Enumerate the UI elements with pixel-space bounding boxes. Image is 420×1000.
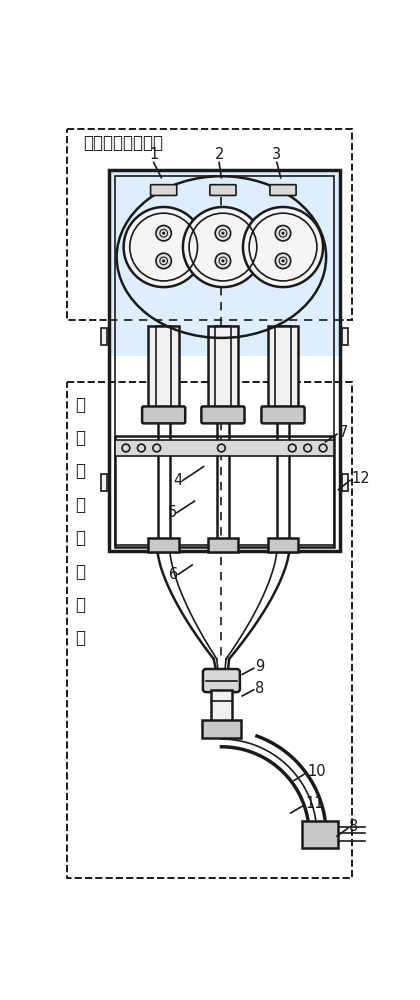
Text: 8: 8 — [255, 681, 265, 696]
Bar — [211, 690, 232, 721]
Bar — [67, 382, 352, 878]
FancyBboxPatch shape — [302, 821, 338, 848]
Circle shape — [183, 207, 263, 287]
FancyBboxPatch shape — [207, 538, 239, 552]
Circle shape — [276, 253, 291, 269]
Bar — [115, 436, 334, 547]
FancyBboxPatch shape — [261, 406, 304, 423]
Circle shape — [162, 259, 165, 262]
Circle shape — [221, 232, 225, 235]
Text: 机
械
应
力
改
善
单
元: 机 械 应 力 改 善 单 元 — [75, 396, 85, 647]
Circle shape — [215, 253, 231, 269]
Circle shape — [123, 207, 204, 287]
Bar — [148, 326, 179, 411]
Text: 10: 10 — [307, 764, 326, 779]
Circle shape — [281, 259, 285, 262]
Text: 4: 4 — [173, 473, 183, 488]
Circle shape — [281, 232, 285, 235]
Text: 5: 5 — [168, 505, 177, 520]
Text: 8: 8 — [349, 819, 359, 834]
Bar — [101, 328, 108, 345]
Text: 11: 11 — [305, 796, 324, 811]
FancyBboxPatch shape — [210, 185, 236, 195]
Bar — [101, 474, 108, 491]
FancyBboxPatch shape — [142, 406, 185, 423]
FancyBboxPatch shape — [202, 720, 241, 738]
Bar — [110, 171, 339, 356]
Circle shape — [221, 259, 225, 262]
Bar — [115, 176, 334, 545]
Text: 6: 6 — [169, 567, 178, 582]
Bar — [115, 440, 334, 456]
Circle shape — [243, 207, 323, 287]
Text: 1: 1 — [149, 147, 158, 162]
Bar — [341, 328, 348, 345]
Bar — [215, 326, 231, 419]
FancyBboxPatch shape — [203, 669, 240, 692]
Circle shape — [215, 225, 231, 241]
Bar — [276, 326, 291, 419]
Text: 3: 3 — [272, 147, 281, 162]
Text: 7: 7 — [339, 425, 348, 440]
FancyBboxPatch shape — [148, 538, 179, 552]
Bar — [156, 326, 171, 419]
Bar — [207, 326, 239, 411]
Circle shape — [156, 225, 171, 241]
FancyBboxPatch shape — [151, 185, 177, 195]
Circle shape — [156, 253, 171, 269]
FancyBboxPatch shape — [202, 406, 244, 423]
Text: 12: 12 — [352, 471, 370, 486]
FancyBboxPatch shape — [268, 538, 299, 552]
Bar — [341, 474, 348, 491]
Circle shape — [276, 225, 291, 241]
Text: 2: 2 — [215, 147, 224, 162]
Text: 电气连接改善单元: 电气连接改善单元 — [83, 134, 163, 152]
FancyBboxPatch shape — [270, 185, 296, 195]
Text: 9: 9 — [255, 659, 265, 674]
Bar — [109, 170, 340, 551]
Bar — [268, 326, 299, 411]
Bar — [67, 129, 352, 320]
Circle shape — [162, 232, 165, 235]
